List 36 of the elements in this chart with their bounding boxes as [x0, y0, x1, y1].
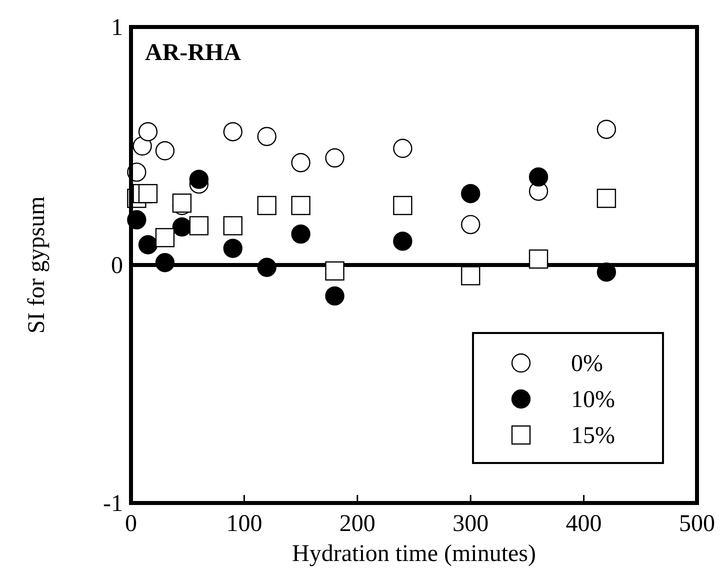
x-tick-label: 300: [452, 511, 489, 537]
text: AR-RHA: [145, 40, 242, 66]
point: [596, 188, 616, 208]
y-tick-label: 0: [111, 253, 123, 279]
point: [223, 216, 242, 236]
y-axis-title: SI for gypsum: [24, 196, 50, 334]
point: [393, 196, 412, 216]
point: [155, 253, 175, 272]
point: [461, 184, 480, 204]
y-tick-label: -1: [103, 491, 123, 517]
x-tick-label: 500: [679, 511, 715, 537]
legend-label: 0%: [571, 351, 603, 377]
point: [528, 249, 548, 269]
point: [257, 196, 276, 216]
point: [138, 235, 158, 254]
point: [257, 258, 276, 277]
point: [325, 286, 344, 306]
point: [189, 216, 209, 236]
point: [596, 262, 616, 282]
point: [223, 238, 242, 258]
point: [393, 232, 412, 251]
x-tick-label: 200: [339, 511, 376, 537]
x-tick-label: 400: [566, 511, 602, 537]
point: [189, 170, 209, 189]
x-axis-title: Hydration time (minutes): [292, 541, 536, 567]
point: [528, 167, 548, 187]
legend-label: 15%: [571, 423, 615, 449]
point: [325, 261, 344, 281]
point: [138, 184, 158, 204]
point: [291, 196, 310, 216]
y-tick-label: 1: [111, 15, 123, 41]
legend-label: 10%: [571, 387, 615, 413]
x-tick-label: 100: [226, 511, 262, 537]
point: [291, 224, 310, 244]
point: [138, 122, 158, 142]
point: [155, 228, 175, 248]
